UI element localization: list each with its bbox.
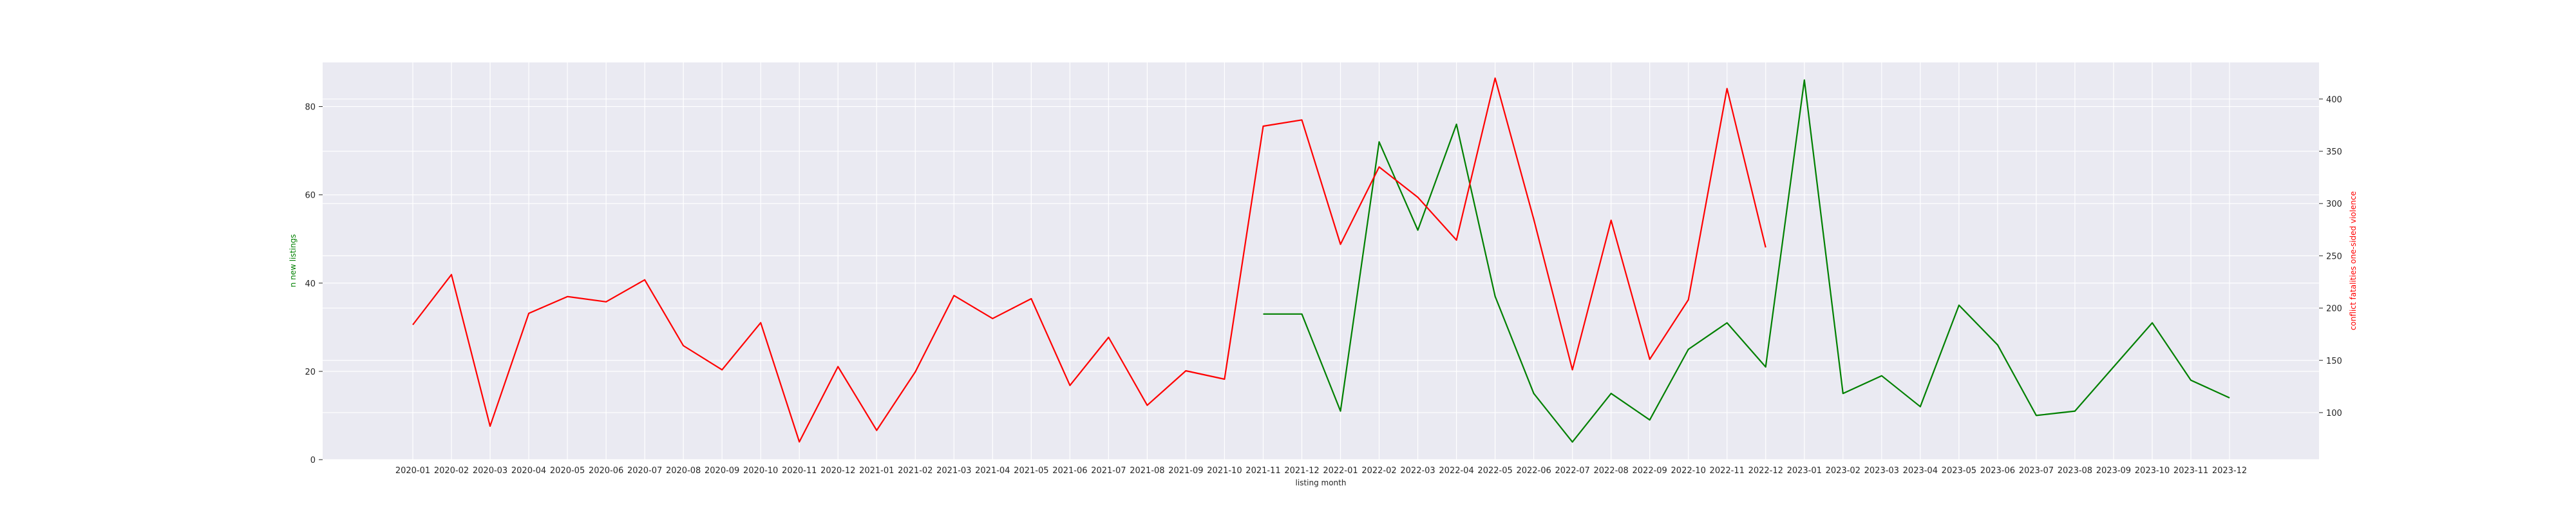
x-tick-label: 2021-09: [1168, 466, 1203, 476]
x-tick-label: 2023-07: [2019, 466, 2054, 476]
y-left-tick-label: 0: [310, 456, 316, 465]
x-tick-label: 2022-09: [1633, 466, 1667, 476]
y-right-tick-label: 300: [2326, 200, 2342, 209]
x-tick-label: 2020-07: [627, 466, 662, 476]
y-left-axis-label: n new listings: [289, 234, 298, 287]
x-tick-label: 2021-02: [898, 466, 933, 476]
x-tick-label: 2023-02: [1826, 466, 1861, 476]
x-tick-label: 2023-06: [1980, 466, 2015, 476]
x-tick-label: 2023-11: [2174, 466, 2208, 476]
x-tick-label: 2021-05: [1014, 466, 1048, 476]
x-tick-label: 2020-01: [395, 466, 430, 476]
x-tick-label: 2021-04: [975, 466, 1010, 476]
x-tick-label: 2020-08: [666, 466, 701, 476]
x-tick-label: 2023-09: [2096, 466, 2131, 476]
y-right-tick-label: 150: [2326, 357, 2342, 366]
x-tick-label: 2022-01: [1323, 466, 1358, 476]
x-axis-label: listing month: [1296, 478, 1347, 487]
x-tick-label: 2020-05: [550, 466, 585, 476]
x-tick-label: 2023-05: [1942, 466, 1976, 476]
x-tick-label: 2021-08: [1130, 466, 1164, 476]
x-tick-label: 2021-10: [1207, 466, 1242, 476]
y-left-tick-label: 80: [305, 103, 316, 113]
x-tick-label: 2020-11: [782, 466, 817, 476]
x-tick-label: 2022-08: [1593, 466, 1628, 476]
series-line-left: [1263, 79, 2230, 443]
y-right-axis-label: conflict fatalities one-sided violence: [2349, 191, 2358, 330]
y-right-tick-label: 100: [2326, 409, 2342, 418]
x-tick-label: 2023-01: [1787, 466, 1822, 476]
x-tick-label: 2023-10: [2135, 466, 2170, 476]
x-tick-label: 2023-03: [1864, 466, 1899, 476]
plot-area: [323, 62, 2319, 460]
x-tick-label: 2022-06: [1516, 466, 1551, 476]
y-left-tick-label: 20: [305, 368, 316, 377]
x-tick-label: 2021-06: [1052, 466, 1087, 476]
x-tick-label: 2021-03: [936, 466, 971, 476]
x-tick-label: 2023-04: [1903, 466, 1938, 476]
y-left-tick-label: 40: [305, 279, 316, 289]
x-tick-label: 2020-03: [473, 466, 507, 476]
x-tick-label: 2022-11: [1710, 466, 1745, 476]
x-tick-label: 2020-10: [743, 466, 778, 476]
x-tick-label: 2021-07: [1091, 466, 1126, 476]
x-tick-label: 2022-10: [1671, 466, 1706, 476]
x-tick-label: 2020-06: [589, 466, 623, 476]
x-tick-label: 2022-02: [1361, 466, 1396, 476]
x-tick-label: 2022-05: [1477, 466, 1512, 476]
x-tick-label: 2023-08: [2058, 466, 2092, 476]
x-tick-label: 2022-04: [1439, 466, 1473, 476]
x-tick-label: 2021-12: [1284, 466, 1319, 476]
x-tick-label: 2021-11: [1245, 466, 1280, 476]
x-tick-label: 2020-02: [434, 466, 469, 476]
y-right-tick-label: 350: [2326, 147, 2342, 157]
series-line-right: [412, 77, 1766, 443]
y-right-tick-label: 250: [2326, 252, 2342, 261]
x-tick-label: 2022-12: [1748, 466, 1783, 476]
x-tick-label: 2020-09: [705, 466, 739, 476]
x-tick-label: 2022-07: [1555, 466, 1589, 476]
x-tick-label: 2020-12: [820, 466, 855, 476]
x-tick-label: 2021-01: [859, 466, 894, 476]
y-right-tick-label: 400: [2326, 95, 2342, 105]
y-right-tick-label: 200: [2326, 304, 2342, 314]
x-tick-label: 2022-03: [1400, 466, 1435, 476]
x-tick-label: 2020-04: [511, 466, 546, 476]
y-left-tick-label: 60: [305, 191, 316, 201]
x-tick-label: 2023-12: [2212, 466, 2247, 476]
